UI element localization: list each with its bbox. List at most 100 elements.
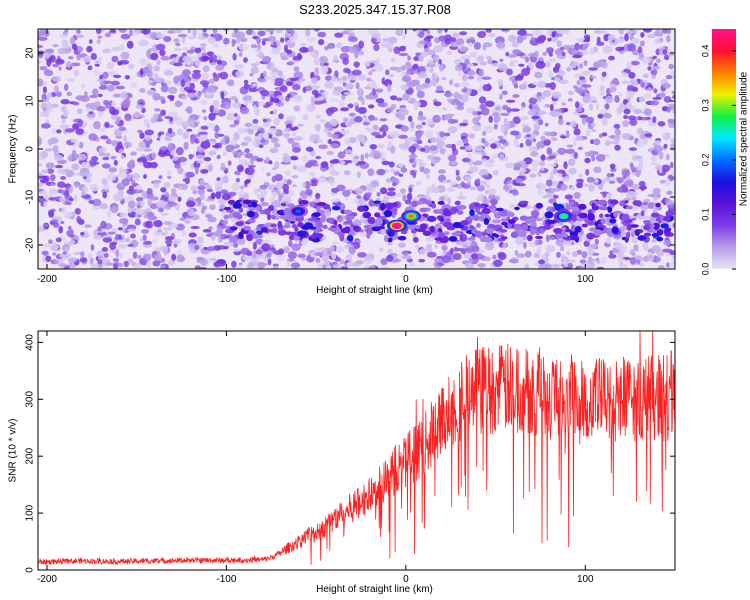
noise-blob [167,170,172,175]
band-blob [553,227,563,234]
noise-blob [447,197,451,205]
noise-blob [38,36,48,41]
noise-blob [293,136,303,141]
noise-blob [235,70,244,78]
noise-blob [669,250,675,255]
noise-blob [139,88,146,93]
noise-blob [375,88,384,93]
band-blob [507,219,516,224]
noise-blob [110,29,116,33]
noise-blob [116,173,127,179]
noise-blob [66,60,72,69]
noise-blob [481,174,489,179]
noise-blob [317,39,325,46]
noise-blob [187,29,191,34]
heatmap-y-axis-label: Frequency (Hz) [8,115,19,184]
noise-blob [302,87,307,94]
noise-blob [52,245,60,249]
noise-blob [507,34,517,43]
noise-blob [327,42,336,49]
noise-blob [402,251,409,256]
noise-blob [200,169,209,174]
colorbar-tick-label: 0.2 [700,154,710,167]
noise-blob [137,129,143,134]
noise-blob [300,42,307,47]
noise-blob [345,254,353,262]
noise-blob [206,122,216,129]
noise-blob [221,219,229,226]
band-blob [397,235,407,241]
noise-blob [670,138,675,144]
noise-blob [164,236,174,241]
noise-blob [281,132,291,138]
noise-blob [500,112,510,117]
band-blob [448,236,458,242]
noise-blob [455,169,460,176]
noise-blob [533,252,540,259]
noise-blob [88,199,95,205]
noise-blob [481,131,487,136]
noise-blob [57,263,68,267]
noise-blob [476,196,485,202]
noise-blob [173,47,183,52]
noise-blob [572,251,578,257]
noise-blob [362,121,370,126]
noise-blob [472,117,479,125]
noise-blob [50,103,60,108]
noise-blob [72,123,80,130]
noise-blob [71,43,78,50]
band-blob [581,223,589,228]
noise-blob [607,192,612,200]
noise-blob [173,38,180,43]
noise-blob [366,192,372,199]
noise-blob [617,258,626,262]
noise-blob [512,188,518,196]
noise-blob [227,79,235,87]
noise-blob [177,167,184,175]
noise-blob [331,241,339,245]
noise-blob [481,137,486,144]
noise-blob [239,106,250,115]
noise-blob [573,152,579,159]
noise-blob [119,217,129,225]
noise-blob [450,42,459,48]
noise-blob [213,107,220,114]
noise-blob [327,131,333,138]
band-blob [401,230,407,235]
noise-blob [555,108,563,113]
noise-blob [607,34,616,41]
noise-blob [624,33,629,42]
noise-blob [179,217,187,222]
noise-blob [658,151,664,160]
noise-blob [311,97,316,106]
noise-blob [448,154,457,162]
noise-blob [597,113,604,119]
noise-blob [534,130,540,136]
noise-blob [258,101,266,107]
noise-blob [88,39,93,44]
noise-blob [575,101,580,109]
noise-blob [240,37,248,43]
noise-blob [138,141,146,150]
noise-blob [477,185,485,192]
noise-blob [41,99,47,103]
noise-blob [598,91,606,97]
band-blob [246,233,253,242]
noise-blob [342,67,351,73]
noise-blob [129,29,134,37]
noise-blob [490,143,497,149]
band-blob [223,214,230,220]
noise-blob [407,55,411,61]
noise-blob [237,127,247,134]
noise-blob [365,127,371,131]
noise-blob [262,131,269,140]
noise-blob [186,106,193,115]
noise-blob [550,263,561,269]
noise-blob [666,29,672,35]
noise-blob [254,48,262,53]
noise-blob [481,76,492,80]
noise-blob [357,252,367,258]
band-blob [599,213,604,219]
noise-blob [361,137,366,145]
noise-blob [93,69,100,76]
